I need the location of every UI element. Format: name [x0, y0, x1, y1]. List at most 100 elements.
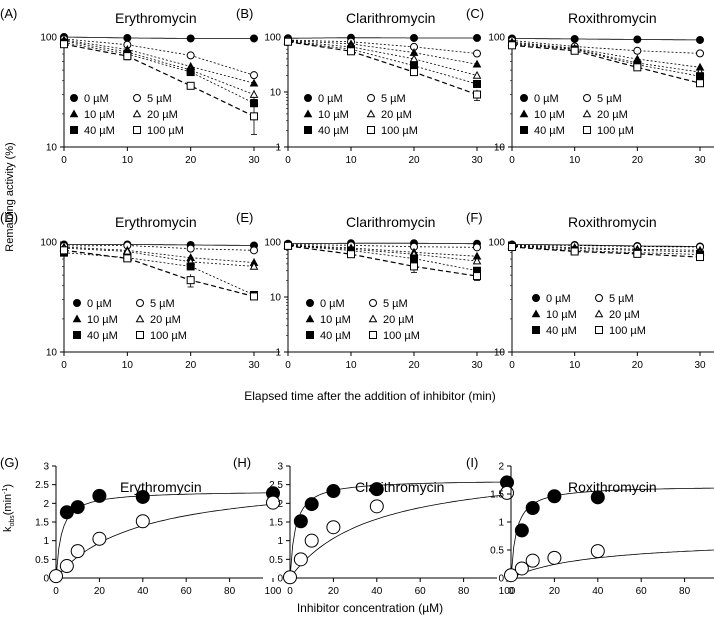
fit-curve-2 — [511, 245, 700, 251]
x-tick-label: 20 — [632, 155, 644, 166]
fit-curve-filled — [289, 481, 507, 579]
y-tick-label: 100 — [40, 33, 57, 44]
x-tick-label: 30 — [471, 360, 483, 371]
fit-curve-1 — [288, 39, 478, 54]
fit-curve-open — [55, 503, 274, 579]
legend-label: 5 µM — [150, 298, 175, 310]
legend-marker — [532, 326, 540, 334]
y-tick-label: 0 — [498, 574, 504, 585]
y-tick-label: 10 — [46, 348, 58, 359]
x-tick-label: 30 — [694, 155, 706, 166]
legend-label: 100 µM — [597, 125, 634, 137]
y-tick-label: 2 — [277, 499, 283, 510]
y-tick-label: 1.5 — [490, 490, 504, 501]
data-point — [570, 46, 579, 55]
panel-e-tag: (E) — [236, 210, 253, 225]
y-tick-label: 3 — [43, 462, 49, 473]
fit-curve-1 — [512, 244, 700, 248]
fit-curve-0 — [64, 36, 254, 39]
y-tick-label: 0 — [277, 574, 283, 585]
legend-label: 0 µM — [84, 93, 109, 105]
fit-curve-filled — [55, 492, 274, 579]
data-point — [570, 247, 579, 256]
x-tick-label: 20 — [94, 586, 106, 597]
legend-label: 20 µM — [609, 309, 640, 321]
fit-curve-open — [510, 549, 714, 579]
y-tick-label: 0.5 — [35, 555, 49, 566]
data-point — [186, 51, 195, 60]
data-point — [123, 33, 132, 42]
data-point — [304, 497, 319, 512]
x-tick-label: 80 — [679, 586, 691, 597]
x-tick-label: 20 — [185, 155, 197, 166]
fit-curve-5 — [63, 43, 255, 117]
fit-curve-2 — [63, 39, 255, 84]
legend-marker — [306, 299, 314, 307]
data-point — [472, 256, 482, 265]
data-point — [249, 89, 259, 98]
legend-marker — [369, 331, 377, 339]
fit-curve-4 — [511, 43, 701, 77]
data-point — [283, 570, 297, 585]
legend-marker — [305, 314, 315, 323]
legend-label: 0 µM — [318, 93, 343, 105]
fit-curve-3 — [511, 245, 701, 253]
data-point — [326, 520, 341, 535]
fit-curve-1 — [511, 40, 701, 54]
shared-y-axis-label-bottom: kobs(min-1) — [2, 484, 16, 532]
y-tick-label: 0.5 — [490, 546, 504, 557]
legend-marker — [136, 331, 144, 339]
legend-marker — [72, 314, 82, 323]
legend-label: 100 µM — [147, 125, 184, 137]
panel-e: Clarithromycin (E) 1 10 100 0 10 20 30 0 µM 5 µM 10… — [236, 210, 504, 371]
panel-g-title: Erythromycin — [120, 479, 202, 495]
data-point — [514, 523, 529, 538]
x-tick-label: 0 — [285, 360, 291, 371]
panel-c-tag: (C) — [466, 6, 484, 21]
legend-label: 40 µM — [320, 330, 351, 342]
data-point — [186, 68, 195, 77]
x-tick-label: 0 — [287, 586, 293, 597]
fit-curve-4 — [287, 41, 478, 85]
legend-marker — [133, 126, 141, 134]
data-point — [508, 41, 516, 50]
fit-curve-3 — [63, 40, 255, 95]
data-point — [473, 33, 481, 42]
legend-marker — [306, 331, 314, 339]
fit-curve-0 — [512, 38, 701, 41]
data-point — [249, 261, 259, 270]
data-point — [135, 514, 150, 529]
data-point — [473, 272, 481, 281]
legend-marker — [531, 309, 541, 318]
legend-label: 10 µM — [318, 109, 349, 121]
legend-label: 40 µM — [318, 125, 349, 137]
data-point — [249, 78, 259, 87]
panel-a-tag: (A) — [0, 6, 17, 21]
x-tick-label: 0 — [508, 586, 514, 597]
legend-marker — [304, 94, 312, 102]
data-point — [60, 246, 68, 255]
y-tick-label: 1.5 — [269, 518, 283, 529]
panel-g: Erythromycin(G)00.511.522.530 20 40 60 80 100 — [0, 455, 282, 597]
legend-label: 10 µM — [320, 314, 351, 326]
legend-label: 20 µM — [597, 109, 628, 121]
x-tick-label: 20 — [408, 360, 420, 371]
legend-marker — [70, 126, 78, 134]
x-tick-label: 30 — [248, 360, 260, 371]
x-tick-label: 100 — [499, 586, 516, 597]
data-point — [369, 499, 384, 514]
legend-marker — [520, 94, 528, 102]
x-tick-label: 80 — [458, 586, 470, 597]
x-tick-label: 40 — [592, 586, 604, 597]
y-tick-label: 10 — [494, 143, 506, 154]
fit-curve-3 — [63, 247, 255, 267]
data-point — [304, 533, 319, 548]
x-tick-label: 0 — [285, 155, 291, 166]
x-tick-label: 20 — [328, 586, 340, 597]
legend-label: 0 µM — [534, 93, 559, 105]
y-tick-label: 100 — [488, 238, 505, 249]
x-tick-label: 20 — [408, 155, 420, 166]
data-point — [92, 488, 107, 503]
